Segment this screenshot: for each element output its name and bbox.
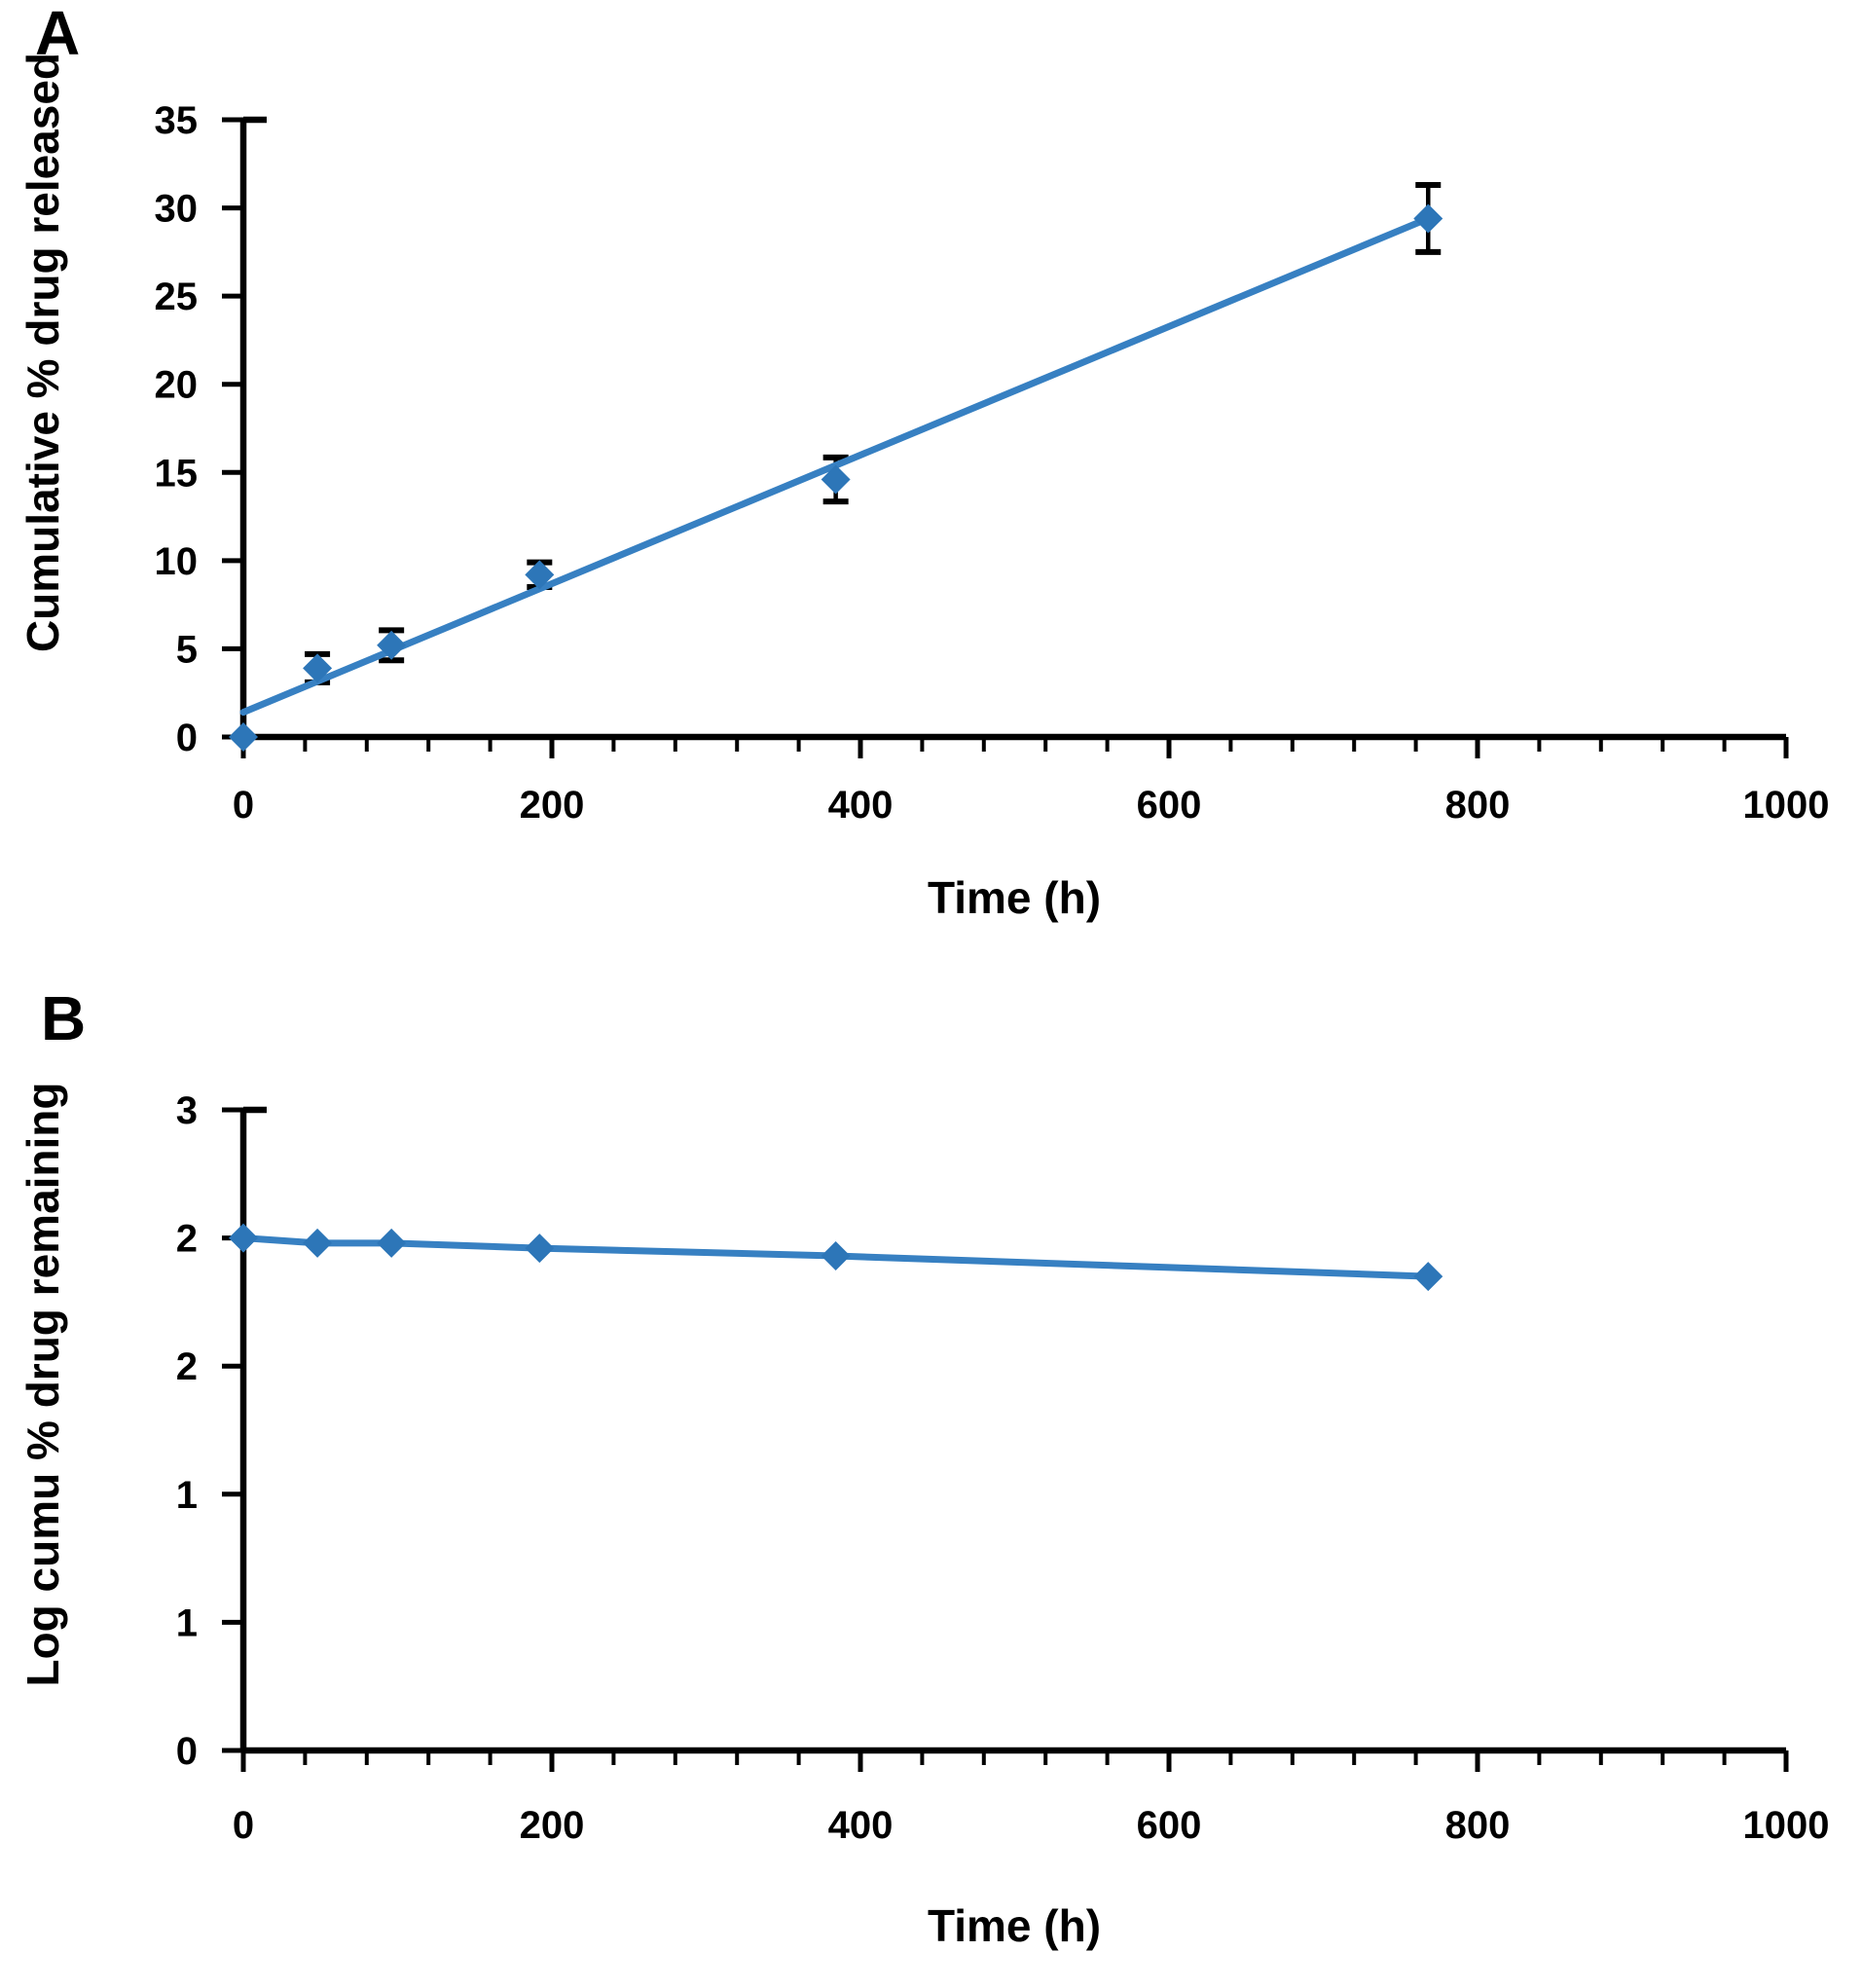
- chart-a-data-point-marker: [229, 722, 258, 752]
- chart-b-y-tick-label: 3: [176, 1089, 198, 1132]
- chart-a-y-axis-title: Cumulative % drug released: [18, 52, 68, 653]
- chart-b-x-axis-title: Time (h): [927, 1900, 1102, 1951]
- chart-a-y-tick-label: 5: [176, 628, 198, 671]
- chart-b-x-tick-label: 800: [1445, 1804, 1511, 1847]
- chart-a-y-tick-label: 10: [155, 540, 199, 583]
- chart-b-y-tick-label: 2: [176, 1218, 198, 1261]
- panel-label-b: B: [41, 983, 87, 1053]
- chart-b-y-tick-label: 0: [176, 1730, 198, 1773]
- chart-a-y-tick-label: 20: [155, 364, 199, 407]
- panel-label-a: A: [35, 0, 81, 68]
- chart-a-data-point-marker: [821, 464, 851, 495]
- chart-a-data-point-marker: [1413, 203, 1443, 234]
- chart-b-x-tick-label: 1000: [1743, 1804, 1830, 1847]
- chart-b-data-point-marker: [821, 1241, 851, 1271]
- chart-b-data-point-marker: [377, 1228, 407, 1258]
- chart-a-x-axis-title: Time (h): [927, 872, 1102, 923]
- chart-a-y-tick-label: 0: [176, 717, 198, 759]
- chart-a-y-tick-label: 35: [155, 99, 199, 142]
- chart-a-x-tick-label: 600: [1137, 784, 1202, 827]
- chart-b-x-tick-label: 200: [520, 1804, 585, 1847]
- chart-a-x-tick-label: 200: [520, 784, 585, 827]
- chart-a-data-point-marker: [377, 630, 407, 660]
- chart-a-x-tick-label: 1000: [1743, 784, 1830, 827]
- chart-b-x-tick-label: 600: [1137, 1804, 1202, 1847]
- chart-a-x-tick-label: 0: [233, 784, 254, 827]
- chart-b-data-point-marker: [303, 1228, 333, 1258]
- chart-a-data-point-marker: [525, 560, 555, 590]
- chart-b-data-point-marker: [1413, 1262, 1443, 1292]
- chart-b-y-tick-label: 1: [176, 1601, 198, 1644]
- chart-a-y-tick-label: 15: [155, 452, 199, 495]
- chart-a-x-tick-label: 800: [1445, 784, 1511, 827]
- chart-b-y-tick-label: 1: [176, 1474, 198, 1517]
- chart-b-x-tick-label: 400: [828, 1804, 894, 1847]
- chart-a-x-tick-label: 400: [828, 784, 894, 827]
- chart-b-data-point-marker: [229, 1223, 258, 1253]
- chart-b-data-point-marker: [525, 1233, 555, 1264]
- chart-b-y-axis-title: Log cumu % drug remaining: [18, 1082, 68, 1687]
- chart-b-x-tick-label: 0: [233, 1804, 254, 1847]
- chart-b-y-tick-label: 2: [176, 1345, 198, 1388]
- chart-a-y-tick-label: 25: [155, 276, 199, 318]
- chart-a-data-point-marker: [303, 653, 333, 683]
- chart-a-y-tick-label: 30: [155, 188, 199, 231]
